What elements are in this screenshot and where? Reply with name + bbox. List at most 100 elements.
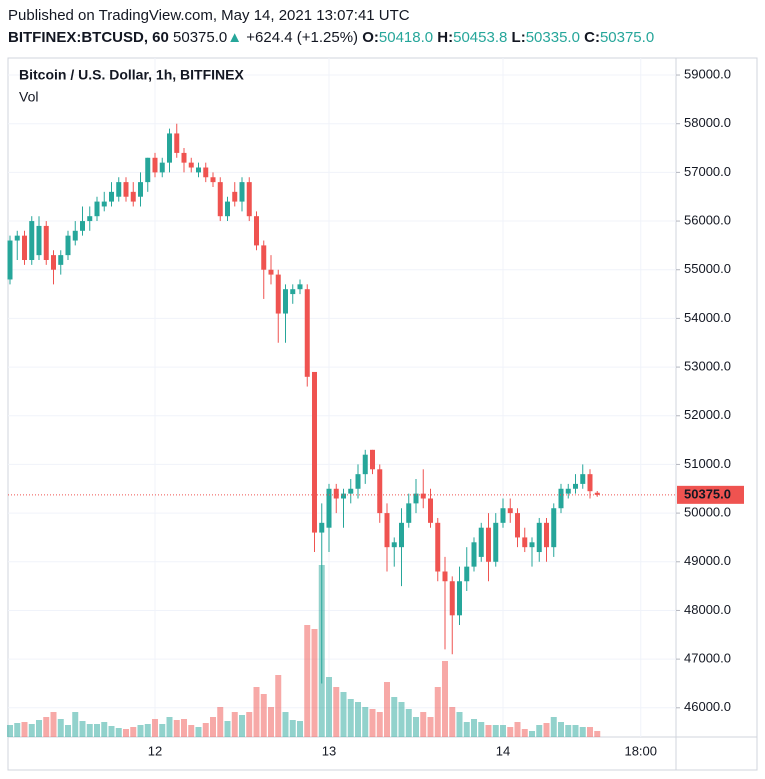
volume-bar [210,717,216,737]
volume-bar [253,687,260,737]
candle-body [377,469,383,514]
up-arrow: ▲ [227,29,243,46]
volume-bar [384,682,390,737]
y-tick-label: 59000.0 [684,66,731,81]
y-tick-label: 54000.0 [684,310,731,325]
volume-bar [159,724,166,737]
volume-bar [14,723,21,737]
candle-body [167,133,172,163]
x-tick-label: 12 [148,743,162,758]
o-label: O: [362,29,379,46]
candle-body [551,508,557,548]
x-tick-label: 13 [322,743,336,758]
volume-bar [28,724,35,737]
volume-bar [572,725,579,737]
volume-bar [376,712,383,737]
published-line: Published on TradingView.com, May 14, 20… [8,7,410,24]
volume-bar [355,702,361,737]
y-tick-label: 51000.0 [684,456,731,471]
candle-body [384,513,390,548]
volume-bar [413,717,419,737]
candle-body [573,483,578,489]
y-tick-label: 56000.0 [684,212,731,227]
candle-body [565,488,571,494]
candle-body [283,289,288,314]
candle-body [210,177,216,183]
volume-bar [101,722,108,737]
price: 50375.0 [173,29,228,46]
volume-bar [79,721,86,737]
candle-body [399,522,404,548]
volume-bar [405,709,412,737]
candle-body [232,191,238,202]
volume-bar [420,712,427,737]
volume-bar [594,731,601,737]
candle-body [493,522,499,562]
candle-body [101,201,107,207]
candle-body [261,245,267,270]
quote-line: BITFINEX:BTCUSD, 60 50375.0▲ +624.4 (+1.… [8,29,654,46]
volume-bar [21,722,28,737]
volume-bar [500,725,506,737]
y-tick-label: 48000.0 [684,602,731,617]
candle-body [65,235,71,256]
volume-bar [326,677,332,737]
candle-body [486,527,491,562]
open-value: 50418.0 [378,29,434,46]
candle-body [145,157,151,183]
volume-bar [536,725,543,737]
candle-body [58,255,64,265]
volume-bar [152,719,158,737]
chart-title: Bitcoin / U.S. Dollar, 1h, BITFINEX [19,67,244,83]
candle-body [159,162,165,173]
candle-body [420,493,426,499]
volume-bar [173,720,180,737]
volume-bar [587,727,593,737]
volume-bar [391,697,398,737]
x-tick-label: 14 [496,743,510,758]
low-value: 50335.0 [525,29,580,46]
volume-bar [260,694,267,737]
volume-label: Vol [19,89,38,105]
volume-bar [202,723,209,737]
candle-body [297,284,303,290]
last-price-box [677,485,744,504]
volume-bar [239,715,245,737]
l-label: L: [511,29,526,46]
volume-bar [57,719,64,737]
volume-bar [297,721,303,737]
volume-bar [550,717,557,737]
volume-bar [181,719,187,737]
candle-body [312,371,317,533]
candle-body [130,191,136,202]
y-tick-label: 53000.0 [684,359,731,374]
candle-body [246,182,252,217]
last-price-label: 50375.0 [684,486,731,501]
y-tick-label: 52000.0 [684,407,731,422]
volume-bar [166,717,173,737]
candle-body [370,449,375,470]
volume-bar [246,712,253,737]
close-value: 50375.0 [599,29,655,46]
y-tick-label: 57000.0 [684,164,731,179]
candle-body [355,474,361,489]
volume-bar [311,629,318,737]
volume-bar [579,727,586,737]
y-tick-label: 58000.0 [684,115,731,130]
volume-bar [144,724,151,737]
volume-bar [369,709,376,737]
volume-bar [529,731,535,737]
volume-bar [485,725,492,737]
candle-body [94,201,100,217]
candle-body [51,255,56,270]
candle-body [413,493,419,504]
volume-bar [7,725,13,737]
candle-body [80,221,85,231]
candle-body [536,522,542,553]
y-tick-label: 47000.0 [684,651,731,666]
candle-body [239,182,245,202]
volume-bar [268,707,274,737]
y-tick-label: 49000.0 [684,553,731,568]
candle-body [406,503,412,523]
